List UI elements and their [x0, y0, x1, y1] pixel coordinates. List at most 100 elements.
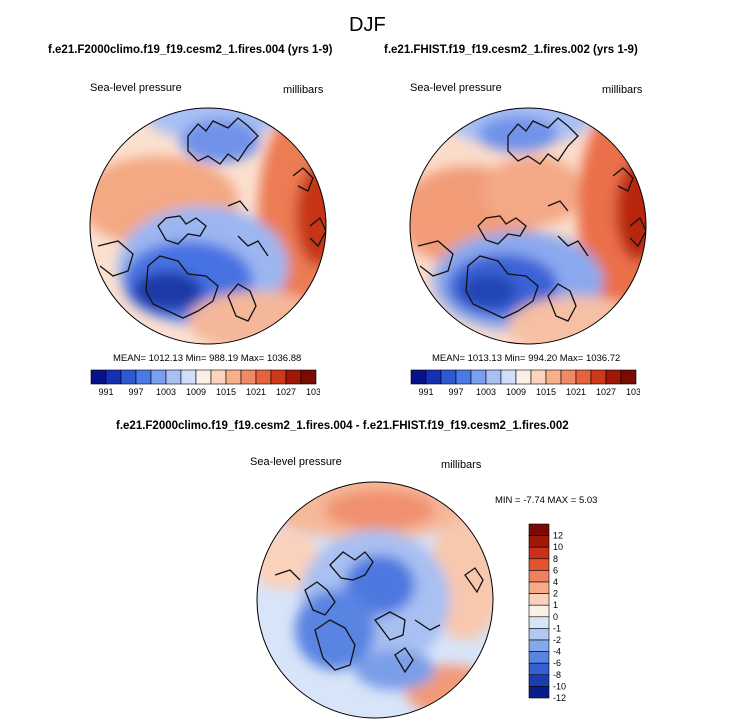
- panel1-colorbar-swatch-10: [240, 369, 257, 385]
- panel2-colorbar-swatch-10: [560, 369, 577, 385]
- panel2-colorbar-tick-label: 1015: [536, 387, 556, 397]
- panel3-colorbar-tick-label: 6: [553, 565, 558, 575]
- panel2-colorbar-tick-label: 1003: [476, 387, 496, 397]
- panel2-map: [409, 107, 647, 345]
- panel3-map-border: [256, 481, 494, 719]
- panel2-colorbar: 991 997 1003 1009 1015 1021 1027 1033: [410, 369, 640, 397]
- panel3-colorbar-tick-label: 12: [553, 531, 563, 541]
- panel2-colorbar-tick-label: 1009: [506, 387, 526, 397]
- panel1-colorbar-tick-label: 1009: [186, 387, 206, 397]
- panel1-colorbar-swatch-7: [195, 369, 212, 385]
- panel2-fill-low-north-core: [478, 116, 558, 152]
- panel3-colorbar-swatch-9: [528, 628, 550, 641]
- panel2-colorbar-swatch-3: [455, 369, 472, 385]
- panel3-colorbar-swatch-2: [528, 546, 550, 560]
- panel3-fill-neg-south: [355, 650, 435, 690]
- panel3-colorbar-tick-label: 0: [553, 612, 558, 622]
- panel1-colorbar-tick-label: 1021: [246, 387, 266, 397]
- panel3-colorbar-swatch-1: [528, 535, 550, 548]
- panel2-fill-high-center: [483, 156, 583, 226]
- panel2-colorbar-swatch-7: [515, 369, 532, 385]
- panel3-colorbar-swatch-3: [528, 558, 550, 571]
- panel2-colorbar-swatch-0: [410, 369, 427, 385]
- panel2-colorbar-swatch-2: [440, 369, 457, 385]
- panel1-map-border: [89, 107, 327, 345]
- panel1-colorbar-swatch-6: [180, 369, 197, 385]
- panel3-fill-neg-west: [295, 590, 375, 670]
- panel2-colorbar-swatch-14: [620, 369, 637, 385]
- panel2-colorbar-tick-label: 1027: [596, 387, 616, 397]
- panel1-colorbar-tick-label: 1015: [216, 387, 236, 397]
- panel2-colorbar-tick-label: 997: [448, 387, 463, 397]
- panel3-colorbar-swatch-10: [528, 639, 550, 652]
- panel1-colorbar-swatch-0: [90, 369, 107, 385]
- panel1-units-label: millibars: [283, 84, 324, 96]
- panel2-title: f.e21.FHIST.f19_f19.cesm2_1.fires.002 (y…: [384, 44, 638, 56]
- panel1-coastlines: [97, 117, 326, 322]
- panel1-colorbar-swatch-13: [285, 369, 302, 385]
- panel2-colorbar-tick-label: 1033: [626, 387, 640, 397]
- page-title: DJF: [349, 14, 386, 36]
- panel3-colorbar-swatch-6: [528, 593, 550, 606]
- panel3-colorbar-tick-label: -12: [553, 693, 566, 703]
- panel3-colorbar-swatch-12: [528, 662, 550, 676]
- panel1-colorbar-swatch-14: [300, 369, 317, 385]
- panel2-coastlines: [417, 117, 646, 322]
- panel3-colorbar-swatch-4: [528, 570, 550, 583]
- panel1-map: [89, 107, 327, 345]
- panel3-fill-pos-north-core: [325, 490, 435, 530]
- panel1-colorbar-tick-label: 991: [98, 387, 113, 397]
- panel3-units-label: millibars: [441, 459, 482, 471]
- panel3-fill-neg-core: [345, 555, 415, 615]
- panel3-colorbar-swatch-5: [528, 581, 550, 594]
- panel2-stats: MEAN= 1013.13 Min= 994.20 Max= 1036.72: [432, 353, 621, 364]
- panel1-colorbar-swatch-2: [120, 369, 137, 385]
- panel3-colorbar-tick-label: -6: [553, 658, 561, 668]
- panel2-colorbar-swatch-6: [500, 369, 517, 385]
- panel1-colorbar-swatch-12: [270, 369, 287, 385]
- panel3-title: f.e21.F2000climo.f19_f19.cesm2_1.fires.0…: [116, 420, 569, 432]
- panel2-colorbar-swatch-1: [425, 369, 442, 385]
- panel3-colorbar-tick-label: 1: [553, 600, 558, 610]
- panel3-variable-label: Sea-level pressure: [250, 456, 342, 468]
- panel1-colorbar: 991 997 1003 1009 1015 1021 1027 1033: [90, 369, 320, 397]
- panel1-fill-low-north-core: [180, 119, 260, 163]
- panel3-stats: MIN = -7.74 MAX = 5.03: [495, 495, 598, 506]
- panel2-colorbar-swatch-9: [545, 369, 562, 385]
- panel1-title: f.e21.F2000climo.f19_f19.cesm2_1.fires.0…: [48, 44, 333, 56]
- panel3-colorbar-tick-label: -4: [553, 647, 561, 657]
- panel3-colorbar-tick-label: 8: [553, 554, 558, 564]
- panel2-fill-low-core: [460, 275, 516, 307]
- panel1-variable-label: Sea-level pressure: [90, 82, 182, 94]
- panel1-colorbar-tick-label: 1033: [306, 387, 320, 397]
- panel1-colorbar-swatch-5: [165, 369, 182, 385]
- panel2-colorbar-swatch-12: [590, 369, 607, 385]
- panel1-colorbar-tick-label: 997: [128, 387, 143, 397]
- panel2-colorbar-swatch-4: [470, 369, 487, 385]
- panel3-colorbar-swatch-11: [528, 651, 550, 664]
- panel3-colorbar-tick-label: 2: [553, 589, 558, 599]
- panel3-colorbar-tick-label: -8: [553, 670, 561, 680]
- panel3-colorbar-tick-label: 10: [553, 542, 563, 552]
- panel3-colorbar-swatch-8: [528, 616, 550, 629]
- panel2-colorbar-swatch-8: [530, 369, 547, 385]
- panel2-colorbar-swatch-5: [485, 369, 502, 385]
- panel3-colorbar-swatch-7: [528, 604, 550, 618]
- panel3-colorbar-tick-label: -2: [553, 635, 561, 645]
- panel1-stats: MEAN= 1012.13 Min= 988.19 Max= 1036.88: [113, 353, 302, 364]
- panel3-colorbar-swatch-14: [528, 686, 550, 699]
- panel3-colorbar-tick-label: 4: [553, 577, 558, 587]
- panel2-map-border: [409, 107, 647, 345]
- panel1-colorbar-swatch-1: [105, 369, 122, 385]
- panel2-colorbar-swatch-11: [575, 369, 592, 385]
- panel2-variable-label: Sea-level pressure: [410, 82, 502, 94]
- panel1-colorbar-swatch-3: [135, 369, 152, 385]
- panel3-map: [256, 481, 494, 719]
- panel2-colorbar-tick-label: 1021: [566, 387, 586, 397]
- panel1-colorbar-swatch-4: [150, 369, 167, 385]
- panel1-colorbar-tick-label: 1003: [156, 387, 176, 397]
- panel1-fill-low-core: [133, 271, 203, 311]
- panel2-colorbar-tick-label: 991: [418, 387, 433, 397]
- panel2-fill-high-core: [616, 161, 646, 261]
